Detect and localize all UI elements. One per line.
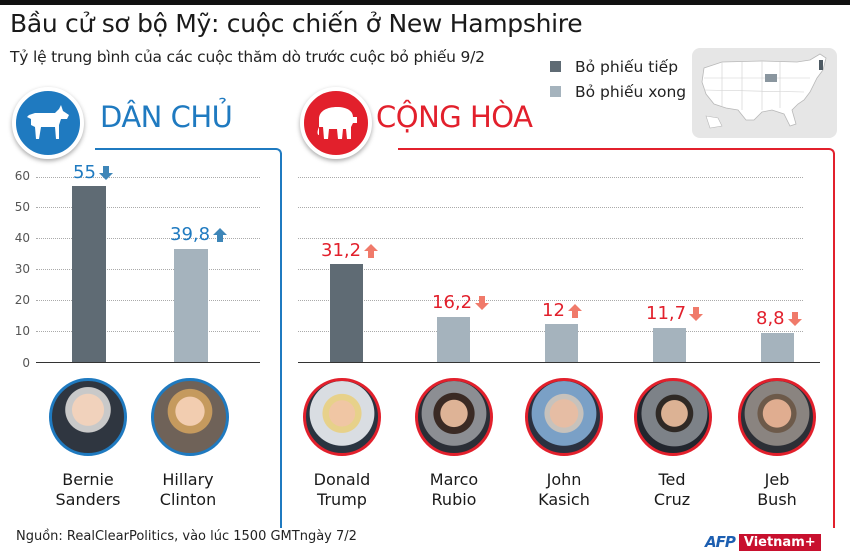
value-label-clinton: 39,8 [170,224,228,245]
gridline [298,177,803,178]
bar-kasich [545,324,578,362]
bar-sanders [72,186,106,362]
candidate-name-rubio: Marco Rubio [429,470,479,509]
gridline [36,207,260,208]
bar-rubio [437,317,470,362]
arrow-up-icon [567,303,582,318]
page-subtitle: Tỷ lệ trung bình của các cuộc thăm dò tr… [10,48,485,66]
legend-swatch-light [550,86,561,97]
bar-clinton [174,249,208,362]
bar-cruz [653,328,686,362]
arrow-down-icon [787,311,802,326]
party-label-democrat: DÂN CHỦ [100,100,233,134]
bar-bush [761,333,794,362]
arrow-down-icon [98,165,113,180]
party-label-republican: CỘNG HÒA [376,100,533,134]
us-map [692,48,837,138]
gridline [298,207,803,208]
gridline [298,269,803,270]
arrow-up-icon [213,227,228,242]
gridline [36,300,260,301]
candidate-name-cruz: Ted Cruz [653,470,691,509]
legend-item-done: Bỏ phiếu xong [550,79,686,104]
y-tick: 50 [14,200,30,214]
y-tick: 40 [14,231,30,245]
value-label-sanders: 55 [73,162,113,183]
legend-swatch-dark [550,61,561,72]
avatar-bush [738,378,816,456]
elephant-icon [300,87,372,159]
y-tick: 60 [14,169,30,183]
legend-label: Bỏ phiếu tiếp [575,57,679,76]
candidate-name-clinton: Hillary Clinton [159,470,217,509]
gridline [36,238,260,239]
bar-trump [330,264,363,362]
donkey-icon [12,87,84,159]
source-note: Nguồn: RealClearPolitics, vào lúc 1500 G… [16,529,357,544]
value-label-cruz: 11,7 [646,303,704,324]
page-title: Bầu cử sơ bộ Mỹ: cuộc chiến ở New Hampsh… [10,9,583,38]
gridline [36,269,260,270]
avatar-cruz [634,378,712,456]
republican-panel-border [398,148,835,528]
top-bar [0,0,850,5]
gridline [36,177,260,178]
avatar-rubio [415,378,493,456]
y-tick: 30 [14,262,30,276]
avatar-sanders [49,378,127,456]
us-map-icon [701,53,827,129]
candidate-name-sanders: Bernie Sanders [55,470,121,509]
avatar-clinton [151,378,229,456]
gridline [298,238,803,239]
afp-logo: AFP [705,533,736,551]
candidate-name-trump: Donald Trump [313,470,371,509]
x-axis-baseline [36,362,260,363]
arrow-down-icon [689,306,704,321]
afp-vietnamplus-logo: AFP Vietnam+ [705,533,821,551]
legend: Bỏ phiếu tiếp Bỏ phiếu xong [550,54,686,104]
y-tick: 20 [14,293,30,307]
democrat-panel-border [95,148,282,528]
value-label-bush: 8,8 [756,308,802,329]
gridline [36,331,260,332]
value-label-kasich: 12 [542,300,582,321]
arrow-up-icon [364,243,379,258]
gridline [298,300,803,301]
value-label-rubio: 16,2 [432,292,490,313]
value-label-trump: 31,2 [321,240,379,261]
arrow-down-icon [475,295,490,310]
avatar-kasich [525,378,603,456]
vietnamplus-logo: Vietnam+ [738,533,821,551]
legend-label: Bỏ phiếu xong [575,82,687,101]
legend-item-continuing: Bỏ phiếu tiếp [550,54,686,79]
y-tick: 10 [14,324,30,338]
x-axis-baseline [298,362,820,363]
candidate-name-bush: Jeb Bush [757,470,797,509]
avatar-trump [303,378,381,456]
y-tick: 0 [22,356,30,370]
candidate-name-kasich: John Kasich [538,470,590,509]
